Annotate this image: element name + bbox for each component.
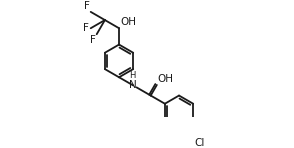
Text: OH: OH	[158, 74, 174, 84]
Text: N: N	[129, 80, 137, 90]
Text: F: F	[90, 35, 96, 45]
Text: Cl: Cl	[194, 138, 205, 148]
Text: OH: OH	[121, 17, 137, 26]
Text: F: F	[83, 23, 88, 33]
Text: H: H	[129, 71, 136, 80]
Text: F: F	[83, 1, 89, 11]
